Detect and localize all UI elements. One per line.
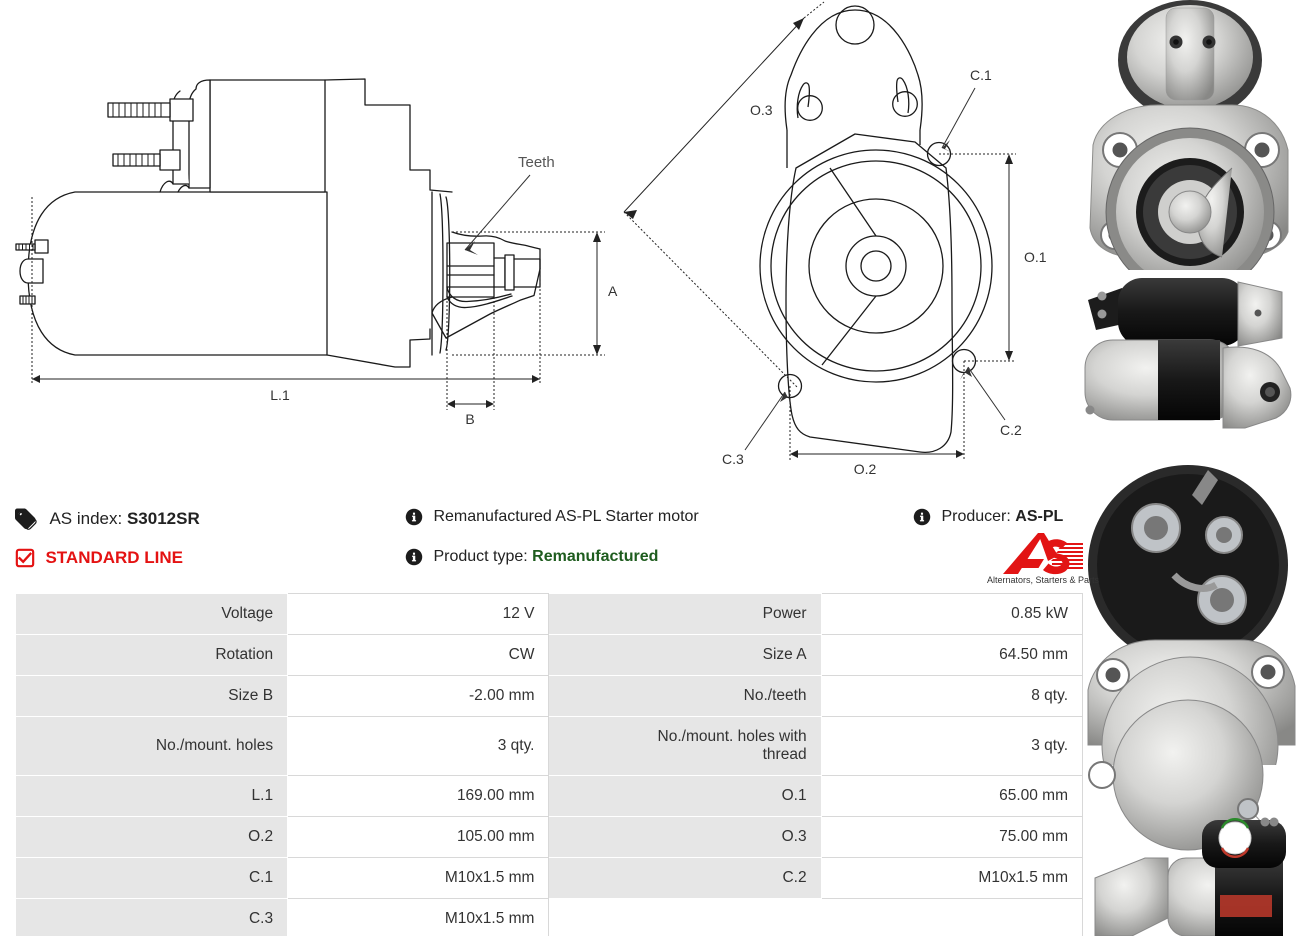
svg-text:A: A (608, 283, 618, 299)
svg-text:Teeth: Teeth (518, 154, 555, 171)
svg-text:B: B (465, 411, 474, 427)
svg-text:O.2: O.2 (854, 461, 877, 477)
svg-text:O.1: O.1 (1024, 249, 1047, 265)
svg-text:L.1: L.1 (270, 387, 290, 403)
svg-text:C.1: C.1 (970, 67, 992, 83)
svg-text:C.3: C.3 (722, 451, 744, 467)
svg-text:C.2: C.2 (1000, 422, 1022, 438)
svg-text:O.3: O.3 (750, 102, 773, 118)
